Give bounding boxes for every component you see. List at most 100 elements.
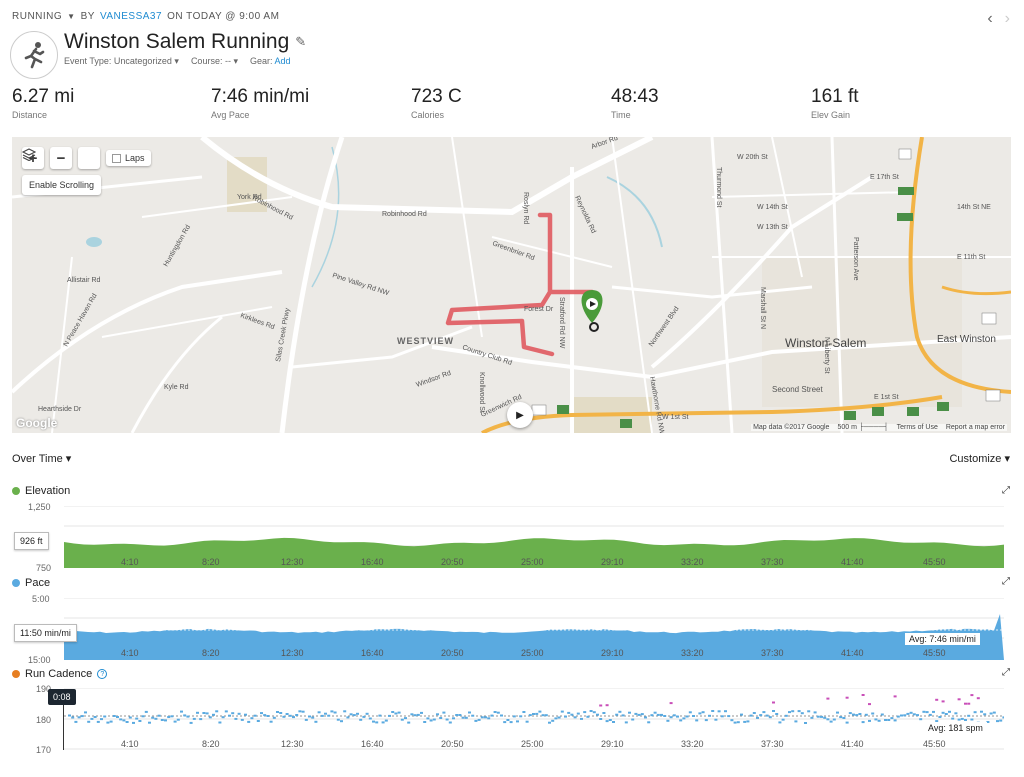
cadence-point-high: [772, 701, 775, 704]
cadence-point: [68, 714, 71, 717]
cadence-point: [304, 718, 308, 721]
map-label: Reynolda Rd: [573, 195, 596, 235]
cadence-point: [807, 710, 811, 713]
cadence-point: [941, 711, 945, 714]
cadence-point: [752, 712, 756, 714]
cadence-point: [599, 718, 603, 720]
cadence-point: [768, 716, 772, 719]
map-label: Roslyn Rd: [522, 192, 529, 224]
terms-link[interactable]: Terms of Use: [896, 424, 938, 431]
cadence-point: [951, 717, 955, 720]
activity-title[interactable]: Winston Salem Running: [64, 30, 290, 53]
cadence-point: [151, 716, 155, 719]
cadence-point-high: [935, 698, 939, 701]
cadence-point: [1002, 716, 1004, 719]
laps-toggle[interactable]: Laps: [106, 150, 151, 166]
zoom-out-icon[interactable]: −: [50, 147, 72, 169]
chevron-down-icon[interactable]: ▼: [67, 12, 76, 21]
cadence-point: [199, 718, 203, 721]
x-tick-label: 33:20: [681, 557, 704, 567]
cadence-point: [832, 718, 836, 721]
elevation-chart[interactable]: [64, 506, 1004, 568]
cadence-point: [948, 710, 951, 713]
cadence-point: [288, 714, 292, 717]
user-link[interactable]: VANESSA37: [99, 11, 163, 22]
cadence-point: [813, 711, 817, 714]
layers-icon[interactable]: [22, 147, 100, 169]
expand-elevation-icon[interactable]: ⤢: [1002, 485, 1010, 496]
cadence-point: [301, 710, 305, 713]
cadence-point: [132, 721, 135, 724]
x-tick-label: 20:50: [441, 557, 464, 567]
cadence-point: [871, 712, 875, 715]
map-canvas[interactable]: Robinhood Rd Robinhood Rd WESTVIEW Winst…: [12, 137, 1011, 433]
cadence-point: [868, 719, 871, 722]
cadence-point: [311, 716, 315, 719]
route-map[interactable]: Robinhood Rd Robinhood Rd WESTVIEW Winst…: [12, 137, 1011, 433]
cadence-point: [352, 714, 356, 717]
cadence-point: [788, 711, 791, 714]
customize-dropdown[interactable]: Customize ▾: [949, 453, 1010, 465]
cadence-point: [551, 719, 555, 722]
cadence-point: [503, 721, 507, 724]
cadence-point: [864, 713, 868, 716]
cadence-point: [855, 714, 859, 717]
cadence-point: [445, 718, 449, 721]
cadence-point: [861, 721, 865, 724]
over-time-dropdown[interactable]: Over Time ▾: [12, 453, 72, 465]
x-tick-label: 12:30: [281, 648, 304, 658]
cadence-point: [74, 720, 78, 723]
cadence-point: [400, 718, 404, 721]
x-tick-label: 45:50: [923, 648, 946, 658]
expand-cadence-icon[interactable]: ⤢: [1002, 667, 1010, 678]
cadence-point: [356, 712, 359, 715]
cadence-chart[interactable]: [64, 688, 1004, 750]
enable-scrolling-button[interactable]: Enable Scrolling: [22, 175, 102, 195]
cadence-point: [637, 713, 641, 716]
expand-pace-icon[interactable]: ⤢: [1002, 576, 1010, 587]
next-activity-icon[interactable]: ›: [1004, 10, 1010, 27]
x-tick-label: 12:30: [281, 557, 304, 567]
cadence-point: [919, 718, 923, 721]
stat-distance: 6.27 mi Distance: [12, 86, 74, 120]
x-tick-label: 37:30: [761, 648, 784, 658]
edit-pencil-icon[interactable]: ✎: [295, 34, 307, 49]
cadence-point: [256, 720, 260, 722]
cadence-point: [263, 714, 267, 717]
cadence-point: [845, 721, 849, 724]
stat-calories: 723 C Calories: [411, 86, 462, 120]
cadence-point: [679, 719, 683, 722]
add-gear-link[interactable]: Add: [274, 56, 291, 66]
event-type-dropdown[interactable]: Event Type: Uncategorized ▾: [64, 56, 179, 66]
cadence-point: [266, 715, 270, 717]
pace-y-tick: 15:00: [28, 655, 51, 665]
laps-checkbox[interactable]: [112, 153, 121, 163]
cadence-point: [541, 714, 545, 717]
cadence-point: [797, 710, 801, 713]
cadence-point: [986, 721, 990, 723]
cadence-point: [656, 713, 660, 716]
pace-chart[interactable]: [64, 598, 1004, 660]
cadence-point: [836, 711, 839, 714]
cadence-point: [404, 717, 407, 720]
activity-type-label[interactable]: RUNNING: [12, 11, 63, 22]
help-icon[interactable]: ?: [97, 669, 108, 679]
elevation-y-tick: 750: [36, 563, 52, 573]
running-icon: [10, 31, 58, 79]
play-route-button[interactable]: ▶: [507, 402, 533, 428]
pace-avg-label: Avg: 7:46 min/mi: [905, 633, 980, 645]
cadence-point-high: [941, 700, 945, 703]
course-dropdown[interactable]: Course: -- ▾: [190, 56, 238, 66]
map-label: Allistair Rd: [67, 277, 101, 284]
cadence-point: [522, 711, 526, 713]
cadence-point: [720, 715, 724, 718]
prev-activity-icon[interactable]: ‹: [987, 10, 993, 27]
cadence-point: [397, 711, 401, 714]
cadence-point: [496, 711, 500, 714]
cadence-point: [276, 711, 279, 713]
cadence-point: [234, 717, 238, 720]
cadence-point: [932, 710, 935, 713]
report-error-link[interactable]: Report a map error: [945, 424, 1005, 431]
cadence-point-high: [605, 704, 609, 707]
cadence-point: [925, 711, 929, 714]
